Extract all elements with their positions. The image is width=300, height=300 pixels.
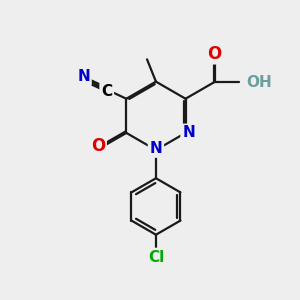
Text: N: N <box>77 69 90 84</box>
Text: Cl: Cl <box>148 250 164 265</box>
Text: N: N <box>182 125 195 140</box>
Text: C: C <box>101 84 112 99</box>
Text: O: O <box>91 137 105 155</box>
Text: OH: OH <box>247 75 272 90</box>
Text: O: O <box>207 45 221 63</box>
Text: N: N <box>150 141 162 156</box>
